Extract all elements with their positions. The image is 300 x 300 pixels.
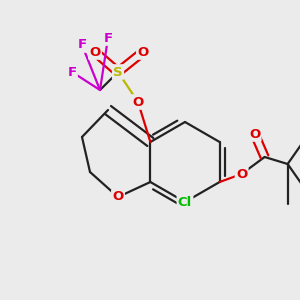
Text: S: S <box>113 65 123 79</box>
Text: O: O <box>137 46 148 59</box>
Text: F: F <box>103 32 112 44</box>
Text: O: O <box>112 190 124 203</box>
Text: O: O <box>249 128 260 140</box>
Text: O: O <box>132 95 144 109</box>
Text: O: O <box>236 167 247 181</box>
Text: F: F <box>77 38 87 52</box>
Text: O: O <box>89 46 100 59</box>
Text: Cl: Cl <box>178 196 192 208</box>
Text: F: F <box>68 65 76 79</box>
